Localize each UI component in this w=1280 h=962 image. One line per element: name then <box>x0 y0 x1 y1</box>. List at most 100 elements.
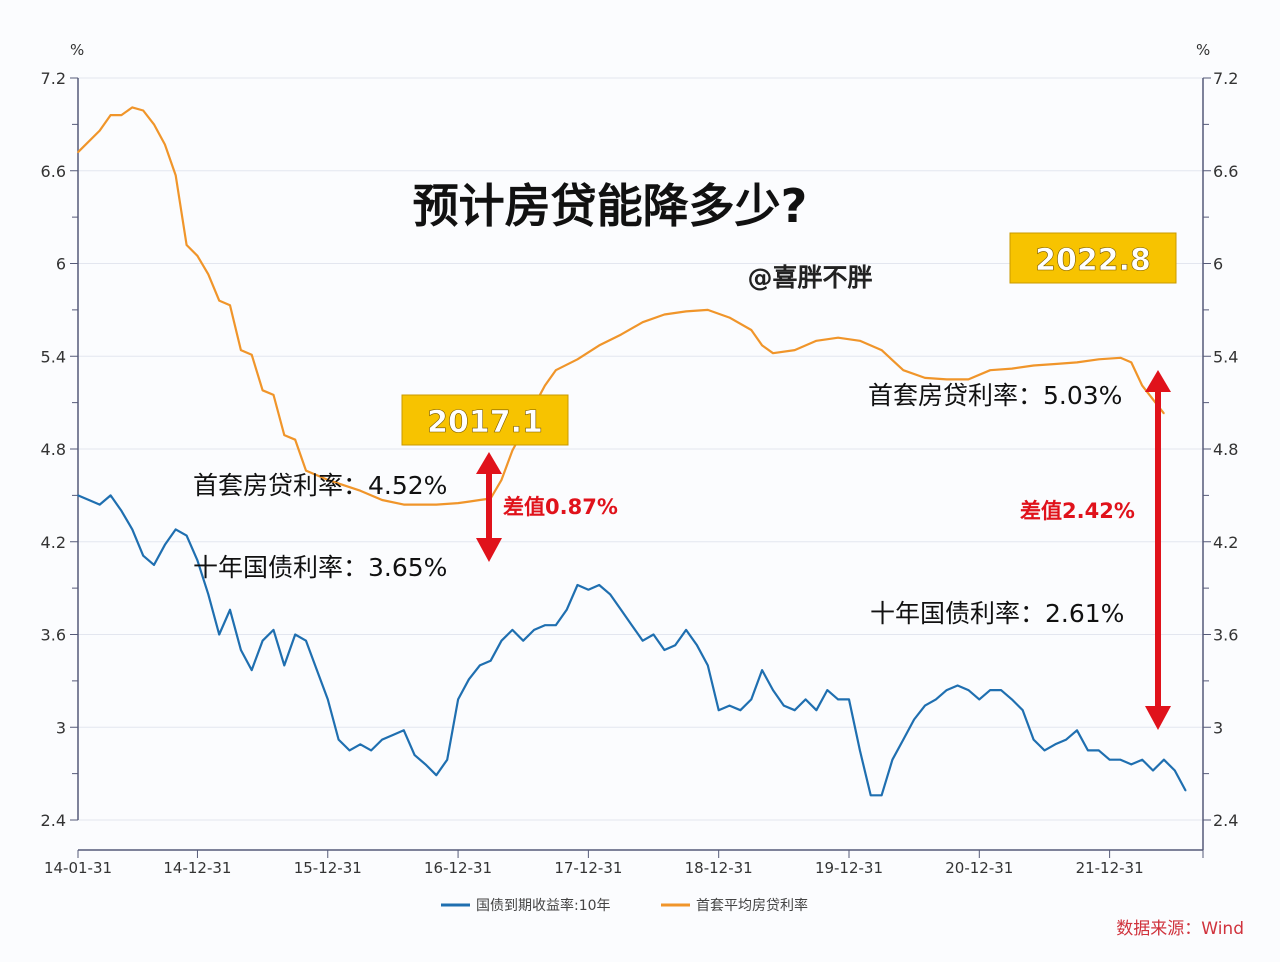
data-point <box>359 743 362 746</box>
data-point <box>620 608 622 611</box>
data-point <box>98 503 101 506</box>
data-point <box>924 704 926 707</box>
y-tick-label-left: 6 <box>56 255 66 274</box>
data-point <box>294 438 296 441</box>
box-2022 <box>1009 232 1177 284</box>
data-point <box>1043 749 1046 752</box>
data-point <box>316 669 318 671</box>
data-point <box>1141 384 1143 387</box>
data-point <box>685 310 687 313</box>
data-point <box>1119 356 1122 359</box>
data-point <box>142 554 144 557</box>
data-point <box>468 500 470 503</box>
data-point <box>663 649 666 651</box>
y-tick-label-left: 2.4 <box>41 811 66 830</box>
data-point <box>1130 361 1133 364</box>
data-point <box>207 273 210 276</box>
data-point <box>500 479 503 481</box>
data-point <box>478 499 481 501</box>
y-tick-label-left: 7.2 <box>41 69 66 88</box>
data-point <box>381 738 383 741</box>
spread-2017-label: 差值0.87% <box>503 495 618 519</box>
data-point <box>424 763 427 766</box>
data-point <box>815 709 818 712</box>
data-point <box>500 639 503 642</box>
y-unit-left: % <box>70 41 84 59</box>
x-tick-label: 17-12-31 <box>554 859 622 877</box>
data-point <box>261 639 264 642</box>
data-point <box>185 534 188 537</box>
data-point <box>739 709 742 712</box>
data-point <box>1130 763 1133 766</box>
x-tick-label: 20-12-31 <box>945 859 1013 877</box>
x-tick-label: 19-12-31 <box>815 859 883 877</box>
data-point <box>240 349 242 351</box>
data-point <box>109 114 112 116</box>
data-point <box>967 378 970 381</box>
data-point <box>348 749 351 752</box>
data-point <box>98 129 101 132</box>
data-point <box>402 503 405 506</box>
data-point <box>272 629 275 631</box>
data-point <box>891 758 894 761</box>
data-point <box>956 684 959 687</box>
y-tick-label-right: 6 <box>1213 255 1223 274</box>
x-tick-label: 18-12-31 <box>685 859 753 877</box>
data-point <box>554 369 557 371</box>
data-point <box>935 698 937 701</box>
data-point <box>164 143 166 146</box>
data-point <box>837 698 839 701</box>
data-point <box>1097 358 1100 361</box>
data-point <box>283 664 286 667</box>
data-point <box>207 593 210 596</box>
data-point <box>761 669 763 671</box>
data-point <box>750 329 753 331</box>
data-point <box>837 336 839 339</box>
data-point <box>229 304 231 307</box>
source-note: 数据来源：Wind <box>1116 919 1244 939</box>
y-tick-label-right: 7.2 <box>1213 69 1238 88</box>
data-point <box>685 629 687 631</box>
data-point <box>511 449 514 452</box>
y-tick-label-left: 6.6 <box>41 162 66 181</box>
data-point <box>565 608 568 611</box>
data-point <box>305 639 307 642</box>
chart-title: 预计房贷能降多少? <box>413 179 808 233</box>
data-point <box>381 499 383 501</box>
data-point <box>859 749 861 752</box>
data-point <box>435 774 438 776</box>
x-tick-label: 14-12-31 <box>163 859 231 877</box>
data-point <box>652 633 655 636</box>
data-point <box>1032 738 1035 741</box>
data-point <box>1076 729 1078 732</box>
data-point <box>1141 758 1143 761</box>
spread-2022-label: 差值2.42% <box>1020 499 1135 523</box>
data-point <box>142 109 144 112</box>
data-point <box>185 244 188 246</box>
data-point <box>1076 361 1078 364</box>
data-point <box>880 794 883 797</box>
y-tick-label-right: 5.4 <box>1213 347 1238 366</box>
data-point <box>218 633 220 636</box>
data-point <box>337 738 340 741</box>
data-point <box>945 689 948 691</box>
data-point <box>707 664 709 667</box>
box-2017-label: 2017.1 <box>427 405 543 440</box>
data-point <box>848 698 850 701</box>
data-point <box>1152 769 1154 772</box>
data-point <box>294 633 296 636</box>
data-point <box>989 689 991 691</box>
data-point <box>576 358 579 361</box>
data-point <box>457 698 459 701</box>
x-tick-label: 21-12-31 <box>1076 859 1144 877</box>
data-point <box>544 624 546 627</box>
data-point <box>902 738 905 741</box>
data-point <box>859 339 861 342</box>
y-tick-label-left: 5.4 <box>41 347 66 366</box>
data-point <box>750 698 753 701</box>
data-point <box>902 369 905 371</box>
legend-label-mortgage: 首套平均房贷利率 <box>696 897 808 914</box>
mortgage-2022-label: 首套房贷利率：5.03% <box>868 381 1122 410</box>
data-point <box>131 106 134 109</box>
